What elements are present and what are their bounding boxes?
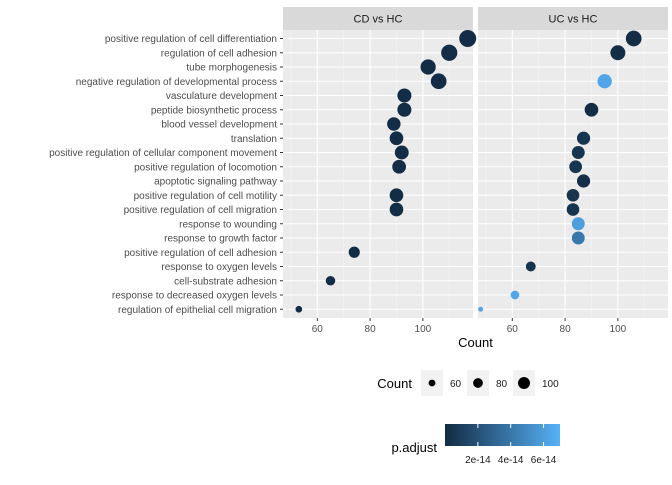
x-tick-label: 60 bbox=[507, 324, 519, 335]
panel-background bbox=[478, 30, 668, 318]
y-tick-label: regulation of epithelial cell migration bbox=[118, 305, 277, 316]
y-tick-label: response to decreased oxygen levels bbox=[112, 291, 277, 302]
y-tick-label: regulation of cell adhesion bbox=[161, 48, 277, 59]
size-legend-dot bbox=[518, 377, 530, 389]
y-tick-label: negative regulation of developmental pro… bbox=[76, 77, 277, 88]
y-tick-label: response to growth factor bbox=[164, 234, 278, 245]
data-point bbox=[597, 74, 612, 89]
data-point bbox=[566, 188, 580, 202]
data-point bbox=[392, 159, 406, 174]
data-point bbox=[478, 306, 484, 312]
data-point bbox=[387, 117, 401, 131]
y-tick-label: peptide biosynthetic process bbox=[151, 105, 277, 116]
color-legend-title: p.adjust bbox=[391, 440, 437, 455]
y-tick-label: positive regulation of cell migration bbox=[124, 205, 277, 216]
y-tick-label: tube morphogenesis bbox=[186, 63, 277, 74]
x-tick-label: 80 bbox=[560, 324, 572, 335]
panel-background bbox=[283, 30, 473, 318]
data-point bbox=[389, 202, 404, 217]
color-legend-label: 2e-14 bbox=[465, 455, 491, 466]
data-point bbox=[584, 102, 599, 117]
y-tick-label: blood vessel development bbox=[161, 120, 277, 131]
data-point bbox=[571, 217, 585, 231]
facet-panel-uc-vs-hc: UC vs HC 60 80 100 bbox=[478, 7, 668, 335]
data-point bbox=[569, 160, 583, 174]
data-point bbox=[394, 145, 409, 160]
x-tick-label: 80 bbox=[365, 324, 377, 335]
facet-strip-label: UC vs HC bbox=[549, 14, 598, 26]
data-point bbox=[510, 290, 520, 300]
data-point bbox=[389, 188, 404, 203]
data-point bbox=[441, 44, 458, 61]
y-tick-label: cell-substrate adhesion bbox=[174, 276, 277, 287]
color-legend-bar bbox=[445, 424, 560, 446]
facet-strip bbox=[478, 7, 668, 30]
data-point bbox=[420, 59, 436, 75]
y-tick-label: positive regulation of cellular componen… bbox=[49, 148, 277, 159]
data-point bbox=[566, 203, 580, 216]
data-point bbox=[348, 246, 360, 258]
y-tick-label: translation bbox=[231, 134, 277, 145]
size-legend-title: Count bbox=[377, 376, 412, 391]
x-tick-label: 100 bbox=[610, 324, 627, 335]
y-tick-label: positive regulation of cell differentiat… bbox=[105, 34, 277, 45]
data-point bbox=[576, 131, 591, 145]
x-tick-label: 60 bbox=[312, 324, 324, 335]
size-legend-label: 60 bbox=[450, 379, 462, 390]
data-point bbox=[525, 261, 536, 272]
y-tick-label: apoptotic signaling pathway bbox=[154, 177, 277, 188]
size-legend-dot bbox=[428, 379, 436, 387]
data-point bbox=[397, 102, 412, 117]
y-tick-label: response to oxygen levels bbox=[161, 262, 277, 273]
size-legend-label: 100 bbox=[542, 379, 559, 390]
data-point bbox=[571, 146, 585, 159]
data-point bbox=[571, 231, 585, 245]
data-point bbox=[610, 45, 626, 61]
data-point bbox=[325, 276, 336, 286]
data-point bbox=[576, 174, 591, 188]
y-tick-label: positive regulation of cell motility bbox=[134, 191, 277, 202]
facet-strip bbox=[283, 7, 473, 30]
size-legend-label: 80 bbox=[496, 379, 508, 390]
y-tick-label: positive regulation of locomotion bbox=[134, 162, 277, 173]
y-tick-label: response to wounding bbox=[179, 219, 277, 230]
data-point bbox=[397, 88, 412, 103]
y-tick-label: positive regulation of cell adhesion bbox=[124, 248, 277, 259]
color-legend-label: 6e-14 bbox=[531, 455, 557, 466]
size-legend-dot bbox=[473, 378, 483, 388]
x-axis-title: Count bbox=[458, 335, 493, 350]
color-legend-label: 4e-14 bbox=[498, 455, 524, 466]
data-point bbox=[389, 131, 404, 146]
data-point bbox=[625, 30, 642, 47]
data-point bbox=[459, 30, 477, 47]
facet-strip-label: CD vs HC bbox=[354, 14, 403, 26]
data-point bbox=[430, 73, 447, 90]
x-tick-label: 100 bbox=[415, 324, 432, 335]
data-point bbox=[295, 305, 303, 313]
y-tick-label: vasculature development bbox=[166, 91, 277, 102]
